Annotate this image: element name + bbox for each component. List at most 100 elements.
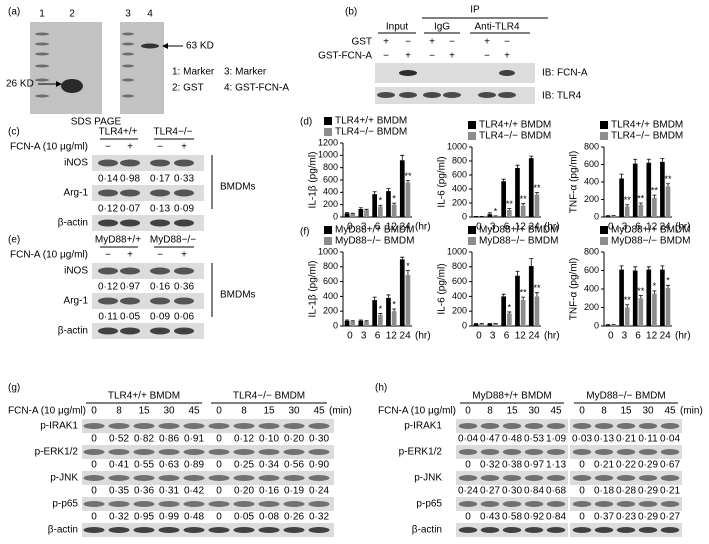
bar [646, 162, 652, 217]
band [660, 527, 680, 533]
band [233, 475, 255, 481]
quantification: 0·11 [638, 434, 658, 445]
quantification: 0·41 [109, 460, 129, 471]
label: IgG [434, 22, 450, 33]
quantification: 0·06 [174, 312, 194, 323]
band [458, 449, 478, 455]
quantification: 0·48 [184, 512, 204, 523]
band [660, 423, 680, 429]
band [660, 449, 680, 455]
legend-label: TLR4−/− BMDM [479, 131, 551, 142]
y-tick-label: 0 [594, 211, 599, 221]
time-unit: (min) [329, 406, 352, 417]
time-label: 8 [601, 406, 607, 417]
error-bar [534, 192, 539, 195]
y-axis-label: TNF-α (pg/ml) [569, 258, 580, 320]
sign: + [449, 51, 455, 62]
band [283, 527, 305, 533]
protein-label: iNOS [64, 158, 88, 169]
label: MyD88−/− [150, 235, 196, 246]
y-tick-label: 200 [452, 197, 467, 207]
error-bar [358, 319, 363, 321]
quantification: 0·13 [150, 204, 170, 215]
band [150, 327, 170, 335]
band [120, 267, 140, 275]
band [120, 327, 140, 335]
bar [605, 325, 611, 326]
error-bar [501, 293, 506, 297]
error-bar [364, 320, 369, 322]
band [61, 79, 83, 93]
bar [646, 269, 652, 326]
band [524, 527, 544, 533]
quantification: 0·18 [594, 486, 614, 497]
bar [665, 186, 671, 217]
lane-number: 1 [39, 9, 45, 20]
x-tick-label: 24 [660, 222, 672, 233]
band [133, 527, 155, 533]
quantification: 0·21 [616, 434, 636, 445]
error-bar [529, 155, 534, 159]
band [98, 297, 118, 305]
sign: − [105, 250, 111, 261]
x-axis-label: (hr) [544, 331, 560, 342]
band [208, 501, 230, 507]
quantification: 0·11 [98, 312, 118, 323]
error-bar [619, 173, 624, 179]
x-tick-label: 6 [504, 222, 510, 233]
error-bar [660, 265, 665, 270]
group-label: TLR4+/+ BMDM [108, 391, 180, 402]
band [308, 475, 330, 481]
time-label: 45 [550, 406, 562, 417]
band [233, 527, 255, 533]
significance: ** [520, 194, 528, 204]
band [399, 70, 417, 76]
quantification: 0·16 [150, 282, 170, 293]
significance: * [392, 194, 396, 204]
protein-label: β-actin [58, 218, 88, 229]
protein-label: p-p65 [416, 499, 442, 510]
quantification: 0·38 [502, 460, 522, 471]
error-bar [372, 191, 377, 195]
y-tick-label: 600 [452, 276, 467, 286]
band [108, 501, 130, 507]
band [502, 423, 522, 429]
band [308, 423, 330, 429]
bar [405, 182, 411, 217]
cell-label: BMDMs [220, 290, 256, 301]
band [594, 449, 614, 455]
sign: + [405, 51, 411, 62]
error-bar [405, 180, 410, 183]
sign: + [383, 37, 389, 48]
label: GST-FCN-A [318, 51, 372, 62]
band [233, 449, 255, 455]
band [98, 267, 118, 275]
bar [534, 194, 540, 217]
blot [92, 185, 204, 201]
sign: + [181, 142, 187, 153]
band [283, 501, 305, 507]
quantification: 1·13 [546, 460, 566, 471]
bar [605, 216, 611, 217]
quantification: 0·29 [638, 486, 658, 497]
band [616, 475, 636, 481]
y-tick-label: 800 [452, 261, 467, 271]
label: TLR4−/− [154, 127, 193, 138]
band [308, 501, 330, 507]
quantification: 0·22 [616, 460, 636, 471]
band [83, 501, 105, 507]
x-tick-label: 12 [515, 222, 527, 233]
significance: * [406, 261, 410, 271]
quantification: 0·20 [284, 434, 304, 445]
quantification: 0·26 [284, 512, 304, 523]
error-bar [652, 194, 657, 198]
bar [520, 205, 526, 217]
band [458, 423, 478, 429]
legend-swatch [324, 237, 332, 245]
y-axis-label: IL-1β (pg/ml) [308, 152, 319, 209]
band [174, 159, 194, 167]
legend-swatch [324, 117, 332, 125]
significance: ** [624, 195, 632, 205]
band [150, 297, 170, 305]
quantification: 0 [91, 460, 97, 471]
